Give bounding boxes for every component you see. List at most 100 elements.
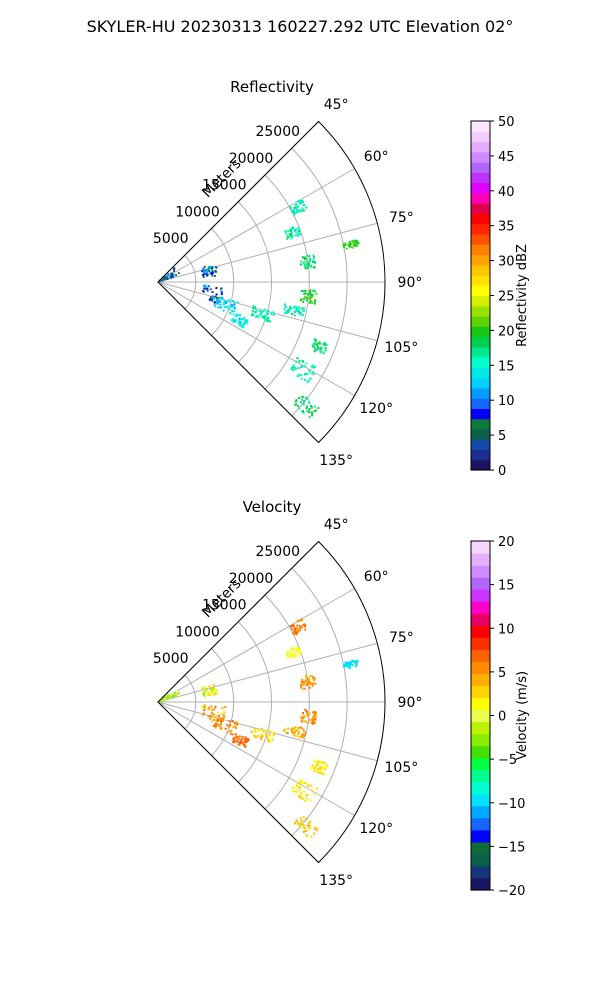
echo-point xyxy=(292,632,295,635)
echo-point xyxy=(311,682,314,685)
echo-point xyxy=(286,310,289,313)
colorbar-segment xyxy=(471,357,490,368)
echo-point xyxy=(352,244,355,247)
echo-point xyxy=(294,360,297,363)
echo-point xyxy=(289,233,292,236)
echo-point xyxy=(301,395,304,398)
echo-point xyxy=(306,254,309,257)
echo-point xyxy=(218,723,221,726)
echo-point xyxy=(212,725,215,728)
echo-point xyxy=(246,319,249,322)
echo-point xyxy=(306,797,309,800)
echo-point xyxy=(312,677,315,680)
echo-point xyxy=(314,720,317,723)
echo-point xyxy=(213,303,216,306)
echo-point xyxy=(303,715,306,718)
echo-point xyxy=(309,259,312,262)
echo-point xyxy=(298,373,301,376)
echo-point xyxy=(220,306,223,309)
echo-point xyxy=(302,687,305,690)
echo-point xyxy=(301,365,304,368)
echo-point xyxy=(344,242,347,245)
echo-point xyxy=(290,235,293,238)
colorbar-segment xyxy=(471,274,490,286)
echo-point xyxy=(296,784,299,787)
echo-point xyxy=(295,654,298,657)
colorbar-segment xyxy=(471,418,490,430)
echo-point xyxy=(319,769,322,772)
echo-point xyxy=(308,719,311,722)
echo-point xyxy=(349,242,352,245)
echo-point xyxy=(291,647,294,650)
echo-point xyxy=(213,301,216,304)
echo-point xyxy=(203,693,206,696)
echo-point xyxy=(313,346,316,349)
echo-point xyxy=(313,713,316,716)
echo-point xyxy=(295,399,298,402)
echo-point xyxy=(203,709,206,712)
echo-point xyxy=(304,731,307,734)
echo-point xyxy=(303,720,306,723)
echo-point xyxy=(171,692,174,695)
echo-point xyxy=(308,261,311,264)
echo-point xyxy=(170,695,173,698)
echo-point xyxy=(202,269,205,272)
colorbar-segment xyxy=(471,541,490,554)
colorbar-segment xyxy=(471,589,490,602)
echo-point xyxy=(167,273,170,276)
echo-point xyxy=(316,343,319,346)
echo-point xyxy=(235,737,238,740)
echo-point xyxy=(242,743,245,746)
echo-point xyxy=(294,726,297,729)
echo-point xyxy=(313,710,316,713)
echo-point xyxy=(222,719,225,722)
echo-point xyxy=(315,339,318,342)
echo-point xyxy=(266,316,269,319)
echo-point xyxy=(286,237,289,240)
echo-point xyxy=(216,722,219,725)
echo-point xyxy=(221,707,224,710)
echo-point xyxy=(207,269,210,272)
colorbar-segment xyxy=(471,172,490,184)
echo-point xyxy=(346,665,349,668)
echo-point xyxy=(297,794,300,797)
colorbar-segment xyxy=(471,745,490,759)
echo-point xyxy=(201,687,204,690)
echo-point xyxy=(307,713,310,716)
echo-point xyxy=(306,405,309,408)
echo-point xyxy=(209,272,212,275)
echo-point xyxy=(216,299,219,302)
echo-point xyxy=(300,377,303,380)
echo-point xyxy=(218,306,221,309)
echo-point xyxy=(240,321,243,324)
echo-point xyxy=(211,295,214,298)
colorbar-tick-label: 40 xyxy=(498,185,515,200)
colorbar-tick-label: 25 xyxy=(498,290,515,305)
echo-point xyxy=(202,273,205,276)
echo-point xyxy=(296,734,299,737)
echo-point xyxy=(223,301,226,304)
echo-point xyxy=(299,789,302,792)
colorbar-segment xyxy=(471,428,490,440)
echo-point xyxy=(259,313,262,316)
echo-point xyxy=(305,299,308,302)
echo-point xyxy=(251,309,254,312)
echo-point xyxy=(297,730,300,733)
velocity-colorbar: −20 −15 −10 −5 0 5 10 15 20 Velocity (m/s) xyxy=(470,535,530,899)
colorbar-tick-label: −10 xyxy=(498,797,525,812)
echo-point xyxy=(314,682,317,685)
colorbar-tick-label: −15 xyxy=(498,840,525,855)
echo-point xyxy=(257,316,260,319)
echo-point xyxy=(241,741,244,744)
echo-point xyxy=(293,787,296,790)
echo-point xyxy=(299,794,302,797)
echo-point xyxy=(312,261,315,264)
echo-point xyxy=(203,691,206,694)
echo-point xyxy=(349,666,352,669)
echo-point xyxy=(314,349,317,352)
echo-point xyxy=(291,786,294,789)
echo-point xyxy=(299,653,302,656)
colorbar-segment xyxy=(471,449,490,461)
echo-point xyxy=(321,772,324,775)
colorbar-tick-label: 5 xyxy=(498,429,506,444)
